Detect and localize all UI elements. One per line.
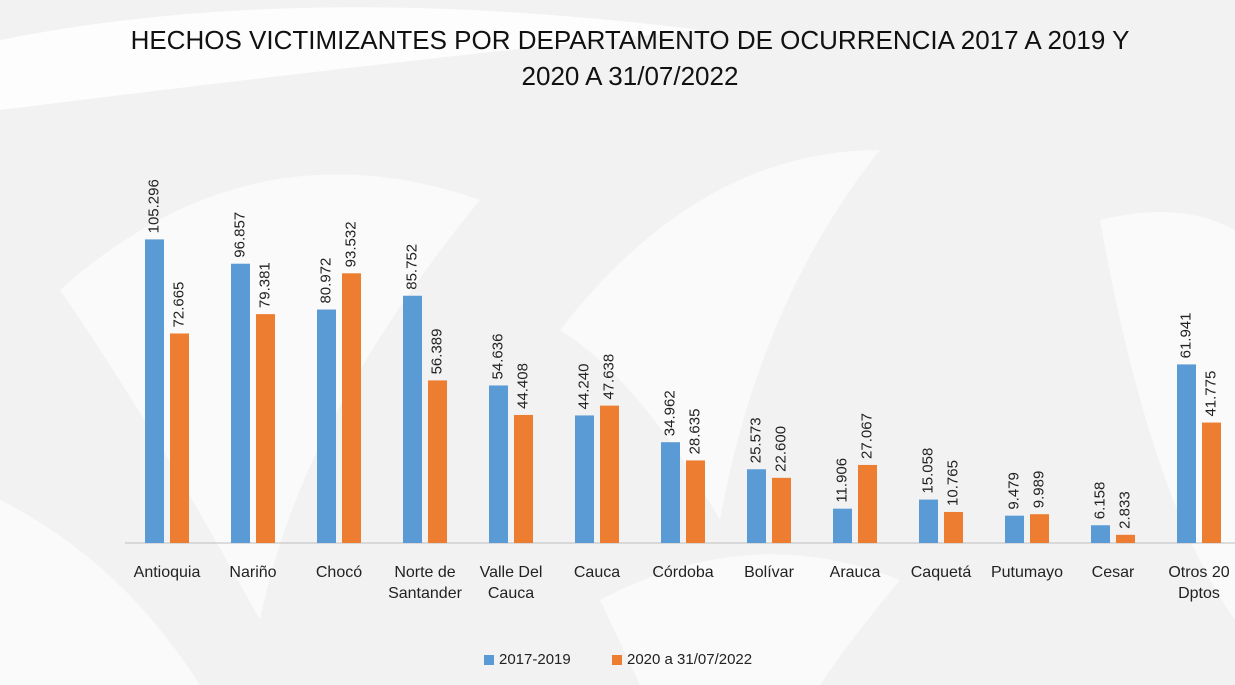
- bar: [1177, 364, 1196, 543]
- bar: [145, 239, 164, 543]
- value-label: 9.989: [1030, 471, 1047, 509]
- value-label: 54.636: [489, 334, 506, 380]
- value-label: 61.941: [1177, 313, 1194, 359]
- decoration: [600, 554, 900, 685]
- legend-item: 2017-2019: [484, 651, 571, 668]
- bar: [944, 511, 963, 543]
- value-label: 80.972: [317, 258, 334, 304]
- bar: [686, 460, 705, 543]
- bar: [170, 333, 189, 543]
- x-tick-label: Córdoba: [652, 564, 714, 581]
- bar: [342, 273, 361, 543]
- value-label: 44.408: [514, 363, 531, 409]
- x-tick-label: Norte de Santander: [388, 564, 462, 602]
- decoration: [1100, 212, 1235, 620]
- bar: [600, 405, 619, 543]
- bar: [428, 380, 447, 543]
- value-label: 105.296: [145, 179, 162, 233]
- legend-swatch: [484, 654, 494, 665]
- x-tick-label: Putumayo: [990, 564, 1064, 581]
- value-label: 25.573: [747, 417, 764, 463]
- value-label: 9.479: [1005, 472, 1022, 510]
- value-label: 85.752: [403, 244, 420, 290]
- value-label: 2.833: [1116, 491, 1133, 529]
- x-tick-label: Bolívar: [744, 564, 794, 581]
- x-tick-label: Antioquia: [133, 564, 201, 581]
- bar: [661, 442, 680, 543]
- bar: [317, 309, 336, 543]
- x-tick-label: Valle Del Cauca: [479, 564, 543, 602]
- value-label: 10.765: [944, 460, 961, 506]
- x-tick-label: Cesar: [1091, 564, 1135, 581]
- bar: [833, 508, 852, 543]
- chart-title: HECHOS VICTIMIZANTES POR DEPARTAMENTO DE…: [130, 25, 1130, 91]
- value-label: 93.532: [342, 221, 359, 267]
- value-label: 56.389: [428, 329, 445, 375]
- value-label: 72.665: [170, 282, 187, 328]
- x-tick-label: Otros 20 Dptos: [1168, 564, 1230, 602]
- bar: [1005, 515, 1024, 543]
- value-label: 22.600: [772, 426, 789, 472]
- bar: [919, 499, 938, 543]
- bar: [858, 464, 877, 543]
- bar: [231, 263, 250, 543]
- bar: [403, 295, 422, 543]
- value-label: 44.240: [575, 364, 592, 410]
- bar: [1091, 525, 1110, 543]
- value-label: 11.906: [833, 458, 850, 503]
- value-label: 15.058: [919, 448, 936, 494]
- legend-item: 2020 a 31/07/2022: [612, 651, 752, 668]
- value-label: 27.067: [858, 413, 875, 459]
- value-label: 28.635: [686, 409, 703, 455]
- bar: [489, 385, 508, 543]
- bar: [256, 314, 275, 543]
- x-tick-label: Cauca: [573, 564, 621, 581]
- value-label: 96.857: [231, 212, 248, 258]
- decoration: [0, 7, 700, 110]
- value-label: 79.381: [256, 262, 273, 308]
- bar: [575, 415, 594, 543]
- legend-label: 2020 a 31/07/2022: [627, 651, 753, 668]
- value-label: 41.775: [1202, 371, 1219, 417]
- legend-swatch: [612, 654, 622, 665]
- bar: [1030, 514, 1049, 543]
- bar: [1202, 422, 1221, 543]
- decoration: [560, 150, 880, 520]
- decoration: [0, 500, 200, 685]
- x-tick-label: Chocó: [315, 564, 363, 581]
- value-label: 6.158: [1091, 482, 1108, 520]
- x-tick-label: Arauca: [829, 564, 881, 581]
- bar: [747, 469, 766, 543]
- bar: [514, 414, 533, 543]
- bar: [1116, 534, 1135, 543]
- legend-label: 2017-2019: [499, 651, 571, 668]
- x-tick-label: Nariño: [229, 564, 277, 581]
- bar: [772, 477, 791, 543]
- x-tick-label: Caquetá: [910, 564, 972, 581]
- value-label: 34.962: [661, 390, 678, 436]
- value-label: 47.638: [600, 354, 617, 400]
